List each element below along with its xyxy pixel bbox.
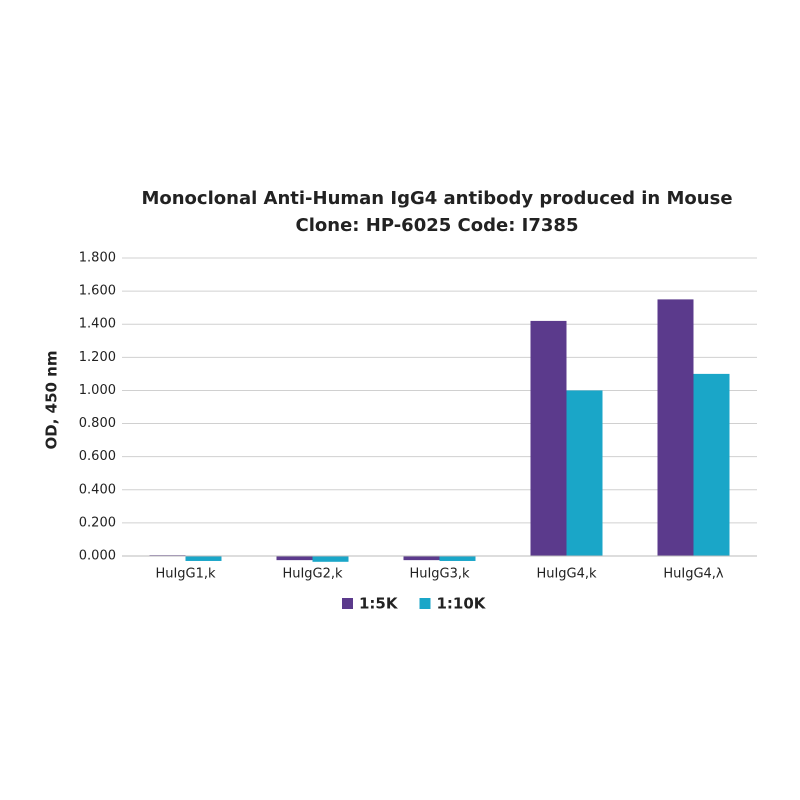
y-tick-label: 1.600 — [79, 284, 116, 299]
bar — [439, 556, 476, 561]
legend-label: 1:5K — [359, 595, 399, 613]
bar — [403, 556, 440, 561]
bar — [530, 320, 567, 556]
bar — [693, 373, 730, 556]
y-axis-label: OD, 450 nm — [43, 351, 61, 450]
bar — [185, 556, 222, 561]
x-tick-label: HuIgG1,k — [155, 567, 216, 582]
y-tick-label: 0.200 — [79, 515, 116, 530]
bar — [312, 556, 349, 562]
x-tick-label: HuIgG4,k — [536, 567, 597, 582]
bar — [657, 299, 694, 556]
bar — [276, 556, 313, 561]
y-tick-label: 1.400 — [79, 317, 116, 332]
y-tick-label: 0.400 — [79, 482, 116, 497]
y-tick-label: 1.200 — [79, 350, 116, 365]
y-tick-label: 1.000 — [79, 383, 116, 398]
chart-title: Monoclonal Anti-Human IgG4 antibody prod… — [141, 188, 732, 209]
legend-swatch — [342, 598, 353, 609]
y-tick-label: 1.800 — [79, 251, 116, 266]
y-tick-label: 0.600 — [79, 449, 116, 464]
legend-label: 1:10K — [437, 595, 487, 613]
bar — [566, 390, 603, 556]
x-tick-label: HuIgG2,k — [282, 567, 343, 582]
x-tick-label: HuIgG3,k — [409, 567, 470, 582]
chart-title: Clone: HP-6025 Code: I7385 — [296, 215, 579, 236]
x-tick-label: HuIgG4,λ — [663, 567, 724, 582]
y-tick-label: 0.000 — [79, 549, 116, 564]
y-tick-label: 0.800 — [79, 416, 116, 431]
legend-swatch — [419, 598, 431, 609]
